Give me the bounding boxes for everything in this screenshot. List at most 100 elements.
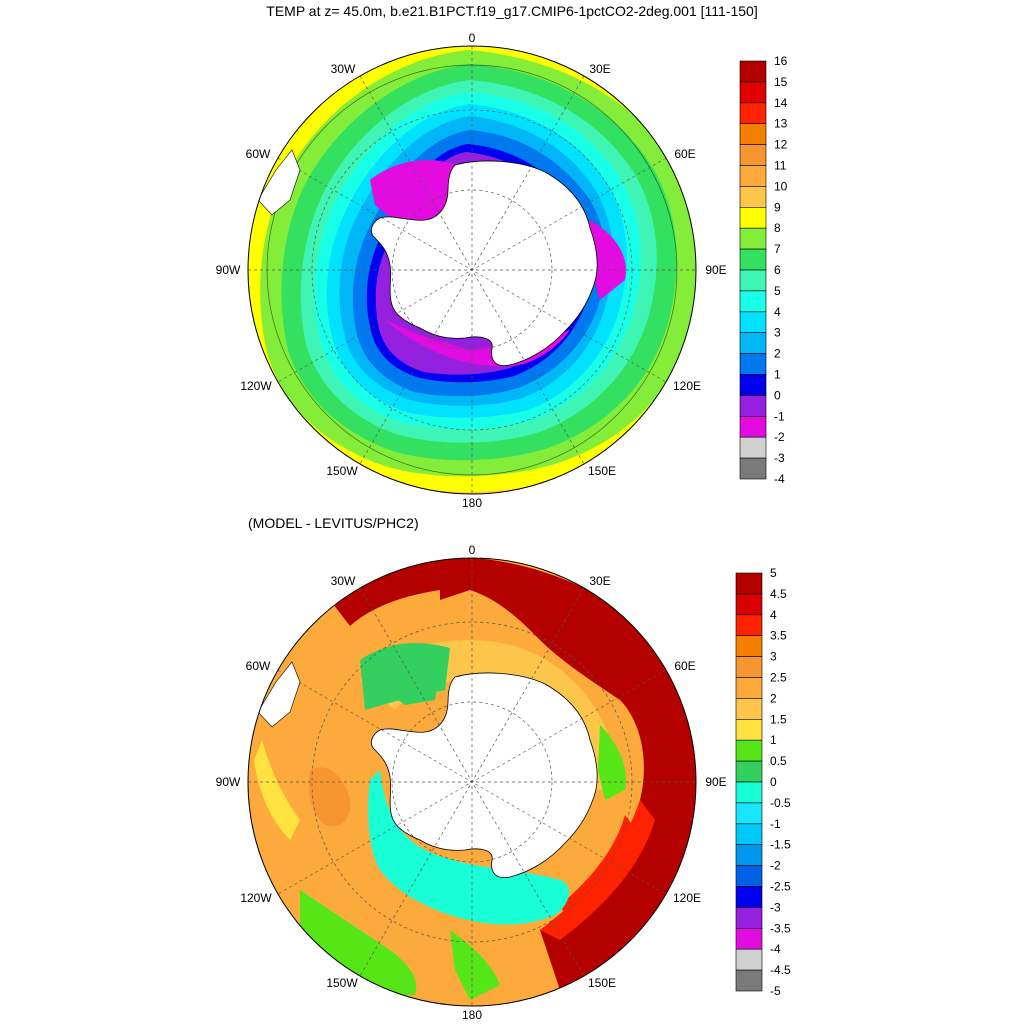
colorbar-box [739,144,767,166]
colorbar-label: 6 [774,263,781,277]
colorbar-box [735,593,763,616]
colorbar-label: -3 [770,900,781,914]
colorbar-box [739,186,767,208]
top-lon-label: 90W [216,263,241,277]
colorbar-label: -3.5 [770,921,791,935]
colorbar-box [739,374,767,396]
colorbar-box [739,457,767,480]
colorbar-label: 3 [774,326,781,340]
colorbar-box [735,781,763,804]
top-lon-label: 120E [673,379,701,393]
bottom-lon-label: 120W [240,891,272,905]
colorbar-label: -2 [770,859,781,873]
bottom-lon-labels: 0 30E 60E 90E 120E 150E 180 150W 120W 90… [216,543,727,1022]
bottom-lon-label: 150E [588,976,616,990]
colorbar-box [735,907,763,929]
colorbar-box [735,844,763,866]
bottom-colorbar: 5 4.5 4 3.5 3 2.5 2 1.5 1 0.5 0 -0.5 -1 -1.5 -2 -2.5 -3 -… [735,566,791,998]
colorbar-box [735,760,763,783]
colorbar-label: 13 [774,117,788,131]
colorbar-label: 3 [770,650,777,664]
colorbar-label: -2 [774,430,785,444]
colorbar-label: 4 [774,305,781,319]
bottom-lon-label: 120E [673,891,701,905]
colorbar-label: -3 [774,451,785,465]
bottom-lon-label: 90E [705,775,726,789]
colorbar-box [735,698,763,720]
colorbar-box [735,572,763,595]
bottom-lon-label: 30W [331,574,356,588]
colorbar-box [739,123,767,145]
top-lon-label: 150E [588,464,616,478]
colorbar-label: 7 [774,242,781,256]
colorbar-label: 5 [770,566,777,580]
colorbar-box [739,436,767,459]
colorbar-label: 4.5 [770,587,787,601]
colorbar-label: 0 [774,388,781,402]
colorbar-label: 16 [774,54,788,68]
top-panel: TEMP at z= 45.0m, b.e21.B1PCT.f19_g17.CM… [216,3,788,510]
colorbar-box [739,207,767,229]
colorbar-box [735,635,763,657]
colorbar-box [739,415,767,438]
colorbar-label: 14 [774,96,788,110]
top-map [248,46,696,494]
colorbar-label: 2 [774,347,781,361]
colorbar-label: 9 [774,200,781,214]
colorbar-box [735,927,763,950]
colorbar-label: -1.5 [770,838,791,852]
colorbar-label: 1.5 [770,712,787,726]
colorbar-box [739,395,767,417]
bottom-lon-label: 180 [462,1008,482,1022]
colorbar-box [735,656,763,678]
colorbar-box [739,290,767,313]
colorbar-box [739,165,767,187]
bottom-lon-label: 60E [674,659,695,673]
colorbar-box [739,269,767,292]
bottom-lon-label: 150W [326,976,358,990]
top-lon-labels: 0 30E 60E 90E 120E 150E 180 150W 120W 90… [216,31,727,510]
colorbar-label: 11 [774,159,787,173]
colorbar-box [735,614,763,636]
colorbar-box [735,948,763,971]
colorbar-label: 0.5 [770,754,787,768]
bottom-panel: (MODEL - LEVITUS/PHC2) [216,515,791,1022]
colorbar-label: 12 [774,138,788,152]
colorbar-box [735,823,763,845]
colorbar-box [739,81,767,104]
colorbar-label: -4 [770,942,781,956]
colorbar-label: -1 [770,817,781,831]
colorbar-box [735,677,763,699]
colorbar-label: -4 [774,472,785,486]
top-lon-label: 90E [705,263,726,277]
colorbar-box [735,739,763,762]
colorbar-label: -4.5 [770,963,791,977]
top-lon-label: 150W [326,464,358,478]
colorbar-label: -5 [770,984,781,998]
colorbar-label: 3.5 [770,629,787,643]
colorbar-label: 2 [770,691,777,705]
colorbar-label: 1 [774,368,781,382]
colorbar-box [735,886,763,908]
colorbar-label: 8 [774,221,781,235]
bottom-panel-title: (MODEL - LEVITUS/PHC2) [248,515,419,531]
top-panel-title: TEMP at z= 45.0m, b.e21.B1PCT.f19_g17.CM… [266,3,757,19]
colorbar-box [739,248,767,271]
colorbar-box [735,718,763,741]
colorbar-label: 10 [774,179,788,193]
colorbar-label: -0.5 [770,796,791,810]
top-lon-label: 0 [469,31,476,45]
colorbar-box [735,969,763,992]
top-lon-label: 60W [246,147,271,161]
colorbar-box [739,311,767,333]
colorbar-label: 5 [774,284,781,298]
top-lon-label: 120W [240,379,272,393]
colorbar-label: -1 [774,409,785,423]
colorbar-box [739,102,767,125]
colorbar-label: 4 [770,608,777,622]
colorbar-box [735,865,763,887]
colorbar-box [739,353,767,375]
colorbar-box [739,332,767,354]
top-lon-label: 60E [674,147,695,161]
